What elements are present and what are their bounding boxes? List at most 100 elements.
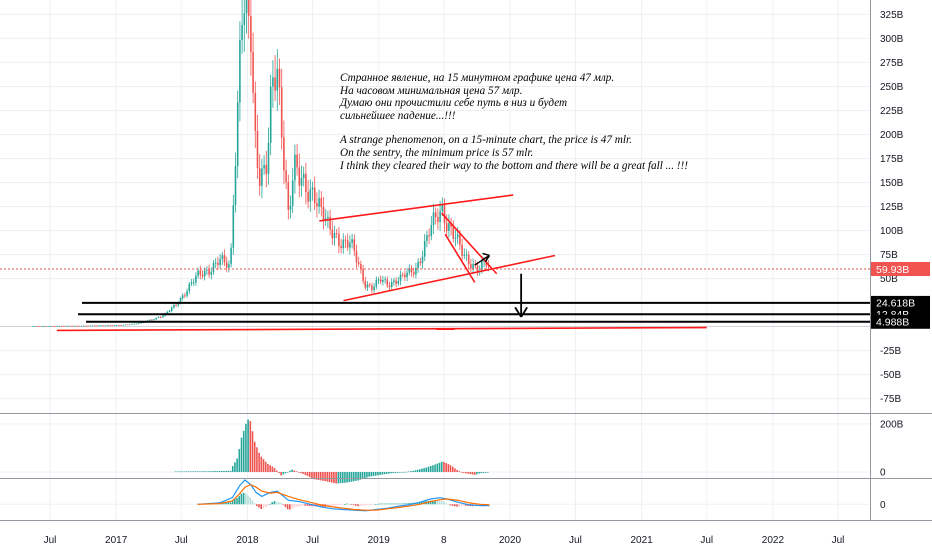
price-candle [203, 270, 206, 277]
indicator2-bar [264, 504, 267, 508]
red-marker [436, 327, 455, 330]
price-candle [280, 87, 283, 138]
indicator1-bar [236, 458, 238, 472]
arrow-head [482, 252, 490, 257]
indicator2-bar [403, 503, 405, 505]
price-tick-label: -50B [880, 370, 901, 381]
indicator1-bar [245, 423, 247, 472]
indicator2-bar [227, 502, 229, 505]
indicator1-bar [201, 471, 203, 472]
price-candle [289, 205, 292, 210]
time-tick-label: Jul [306, 535, 319, 546]
price-candle [126, 324, 129, 326]
indicator2-pane [197, 479, 490, 512]
price-candle [441, 205, 444, 212]
indicator2-bar [436, 500, 438, 505]
price-candle [338, 233, 340, 247]
indicator1-bar [196, 471, 199, 472]
indicator1-bar [346, 471, 348, 483]
indicator2-bar [449, 504, 452, 506]
price-tick-label: -25B [880, 346, 901, 357]
price-candle [181, 295, 184, 299]
indicator1-bar [264, 461, 267, 472]
indicator2-bar [363, 504, 366, 506]
indicator2-bar [328, 504, 331, 507]
price-candle [472, 264, 474, 269]
indicator1-tick-label: 200B [880, 419, 904, 430]
time-tick-label: Jul [569, 535, 582, 546]
indicator1-bar [262, 459, 265, 472]
price-candle [371, 285, 373, 291]
price-candle [470, 264, 472, 269]
indicator1-bar [273, 468, 276, 472]
price-candle [408, 268, 411, 273]
price-candle [173, 304, 175, 308]
indicator2-bar [357, 504, 359, 507]
price-candle [331, 229, 334, 239]
price-tick-label: 300B [880, 34, 904, 45]
price-candle [294, 154, 296, 181]
price-candle [276, 68, 279, 91]
price-candle [256, 130, 259, 168]
indicator1-bar [190, 471, 192, 472]
indicator2-bar [451, 504, 454, 506]
indicator2-bar [379, 503, 381, 505]
indicator1-bar [412, 470, 414, 472]
price-candle [124, 324, 127, 326]
indicator2-bar [222, 503, 225, 505]
indicator2-bar [390, 503, 392, 505]
price-candle [333, 233, 336, 239]
grid [0, 0, 870, 520]
indicator2-bar [392, 503, 394, 505]
price-candle [419, 261, 422, 264]
price-candle [393, 280, 395, 283]
price-candle [320, 198, 323, 208]
indicator2-bar [308, 504, 311, 506]
indicator2-bar [332, 504, 335, 506]
price-candle [137, 323, 140, 324]
indicator1-bar [482, 471, 485, 473]
indicator1-bar [396, 471, 399, 473]
note-ru-line: На часовом минимальная цена 57 млр. [340, 84, 523, 97]
price-label-text: 24.618B [876, 298, 915, 310]
indicator2-bar [354, 504, 357, 506]
indicator1-bar [462, 471, 465, 473]
indicator2-bar [275, 501, 278, 505]
price-candle [300, 177, 303, 186]
indicator2-bar [374, 504, 377, 505]
price-candle [423, 240, 426, 257]
price-candle [487, 265, 490, 267]
price-candle [291, 180, 294, 206]
price-candle [186, 291, 188, 296]
indicator2-bar [368, 504, 370, 505]
indicator2-bar [365, 504, 368, 506]
indicator1-bar [434, 464, 436, 472]
indicator2-bar [304, 504, 306, 506]
price-candle [296, 154, 298, 168]
indicator2-bar [269, 503, 271, 505]
indicator1-bar [240, 437, 243, 472]
indicator1-bar [253, 441, 256, 472]
price-candle [311, 187, 314, 190]
indicator1-bar [363, 471, 366, 479]
time-tick-label: Jul [700, 535, 713, 546]
price-candle [89, 325, 92, 327]
price-candle [443, 205, 446, 224]
indicator1-bar [374, 471, 377, 476]
time-tick-label: 8 [441, 535, 447, 546]
price-candle [245, 0, 248, 14]
indicator2-bar [431, 500, 434, 505]
indicator2-bar [247, 495, 249, 505]
note-ru-line: Думаю они прочистили себе путь в низ и б… [340, 97, 568, 110]
indicator2-bar [262, 504, 265, 509]
indicator2-bar [282, 504, 284, 505]
indicator2-bar [372, 504, 375, 505]
down-arrow-head [520, 306, 528, 318]
price-candle [49, 325, 52, 327]
price-candle [74, 325, 76, 327]
indicator1-bar [183, 471, 186, 473]
indicator1-bar [247, 419, 249, 472]
indicator1-bar [427, 466, 430, 472]
